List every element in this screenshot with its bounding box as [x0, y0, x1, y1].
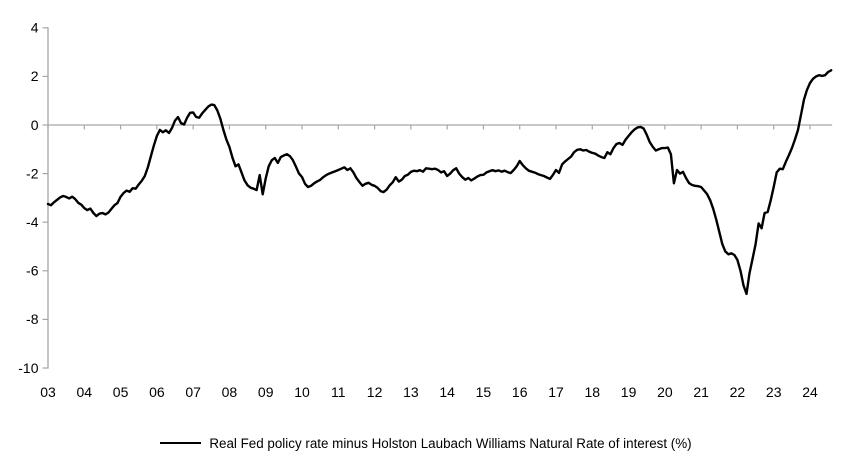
x-axis-label: 11	[331, 384, 346, 400]
x-axis-label: 17	[548, 384, 564, 400]
y-axis-label: -2	[26, 165, 39, 181]
y-axis-label: -10	[18, 360, 38, 376]
y-axis-label: 2	[31, 68, 39, 84]
x-axis-label: 22	[730, 384, 746, 400]
y-axis-label: -4	[26, 214, 39, 230]
x-axis-label: 20	[657, 384, 673, 400]
x-axis-label: 09	[258, 384, 274, 400]
x-axis-label: 18	[585, 384, 601, 400]
x-axis-label: 13	[403, 384, 419, 400]
y-axis-label: 4	[31, 20, 39, 36]
x-axis-label: 15	[476, 384, 492, 400]
x-axis-label: 04	[76, 384, 92, 400]
x-axis-label: 06	[149, 384, 165, 400]
x-axis-label: 19	[621, 384, 637, 400]
legend-label: Real Fed policy rate minus Holston Lauba…	[209, 435, 692, 451]
x-axis-label: 10	[294, 384, 310, 400]
legend-line-swatch	[160, 442, 202, 444]
x-axis-label: 14	[439, 384, 455, 400]
x-axis-label: 16	[512, 384, 528, 400]
y-axis-label: -6	[26, 263, 39, 279]
legend: Real Fed policy rate minus Holston Lauba…	[0, 433, 852, 453]
x-axis-label: 03	[40, 384, 56, 400]
x-axis-label: 23	[766, 384, 782, 400]
x-axis-label: 12	[367, 384, 383, 400]
x-axis-label: 05	[113, 384, 129, 400]
x-axis-label: 21	[693, 384, 709, 400]
series-line	[46, 69, 833, 296]
y-axis-label: 0	[31, 117, 39, 133]
x-axis-label: 24	[802, 384, 818, 400]
y-axis-label: -8	[26, 311, 39, 327]
x-axis-label: 07	[185, 384, 201, 400]
x-axis-label: 08	[222, 384, 238, 400]
